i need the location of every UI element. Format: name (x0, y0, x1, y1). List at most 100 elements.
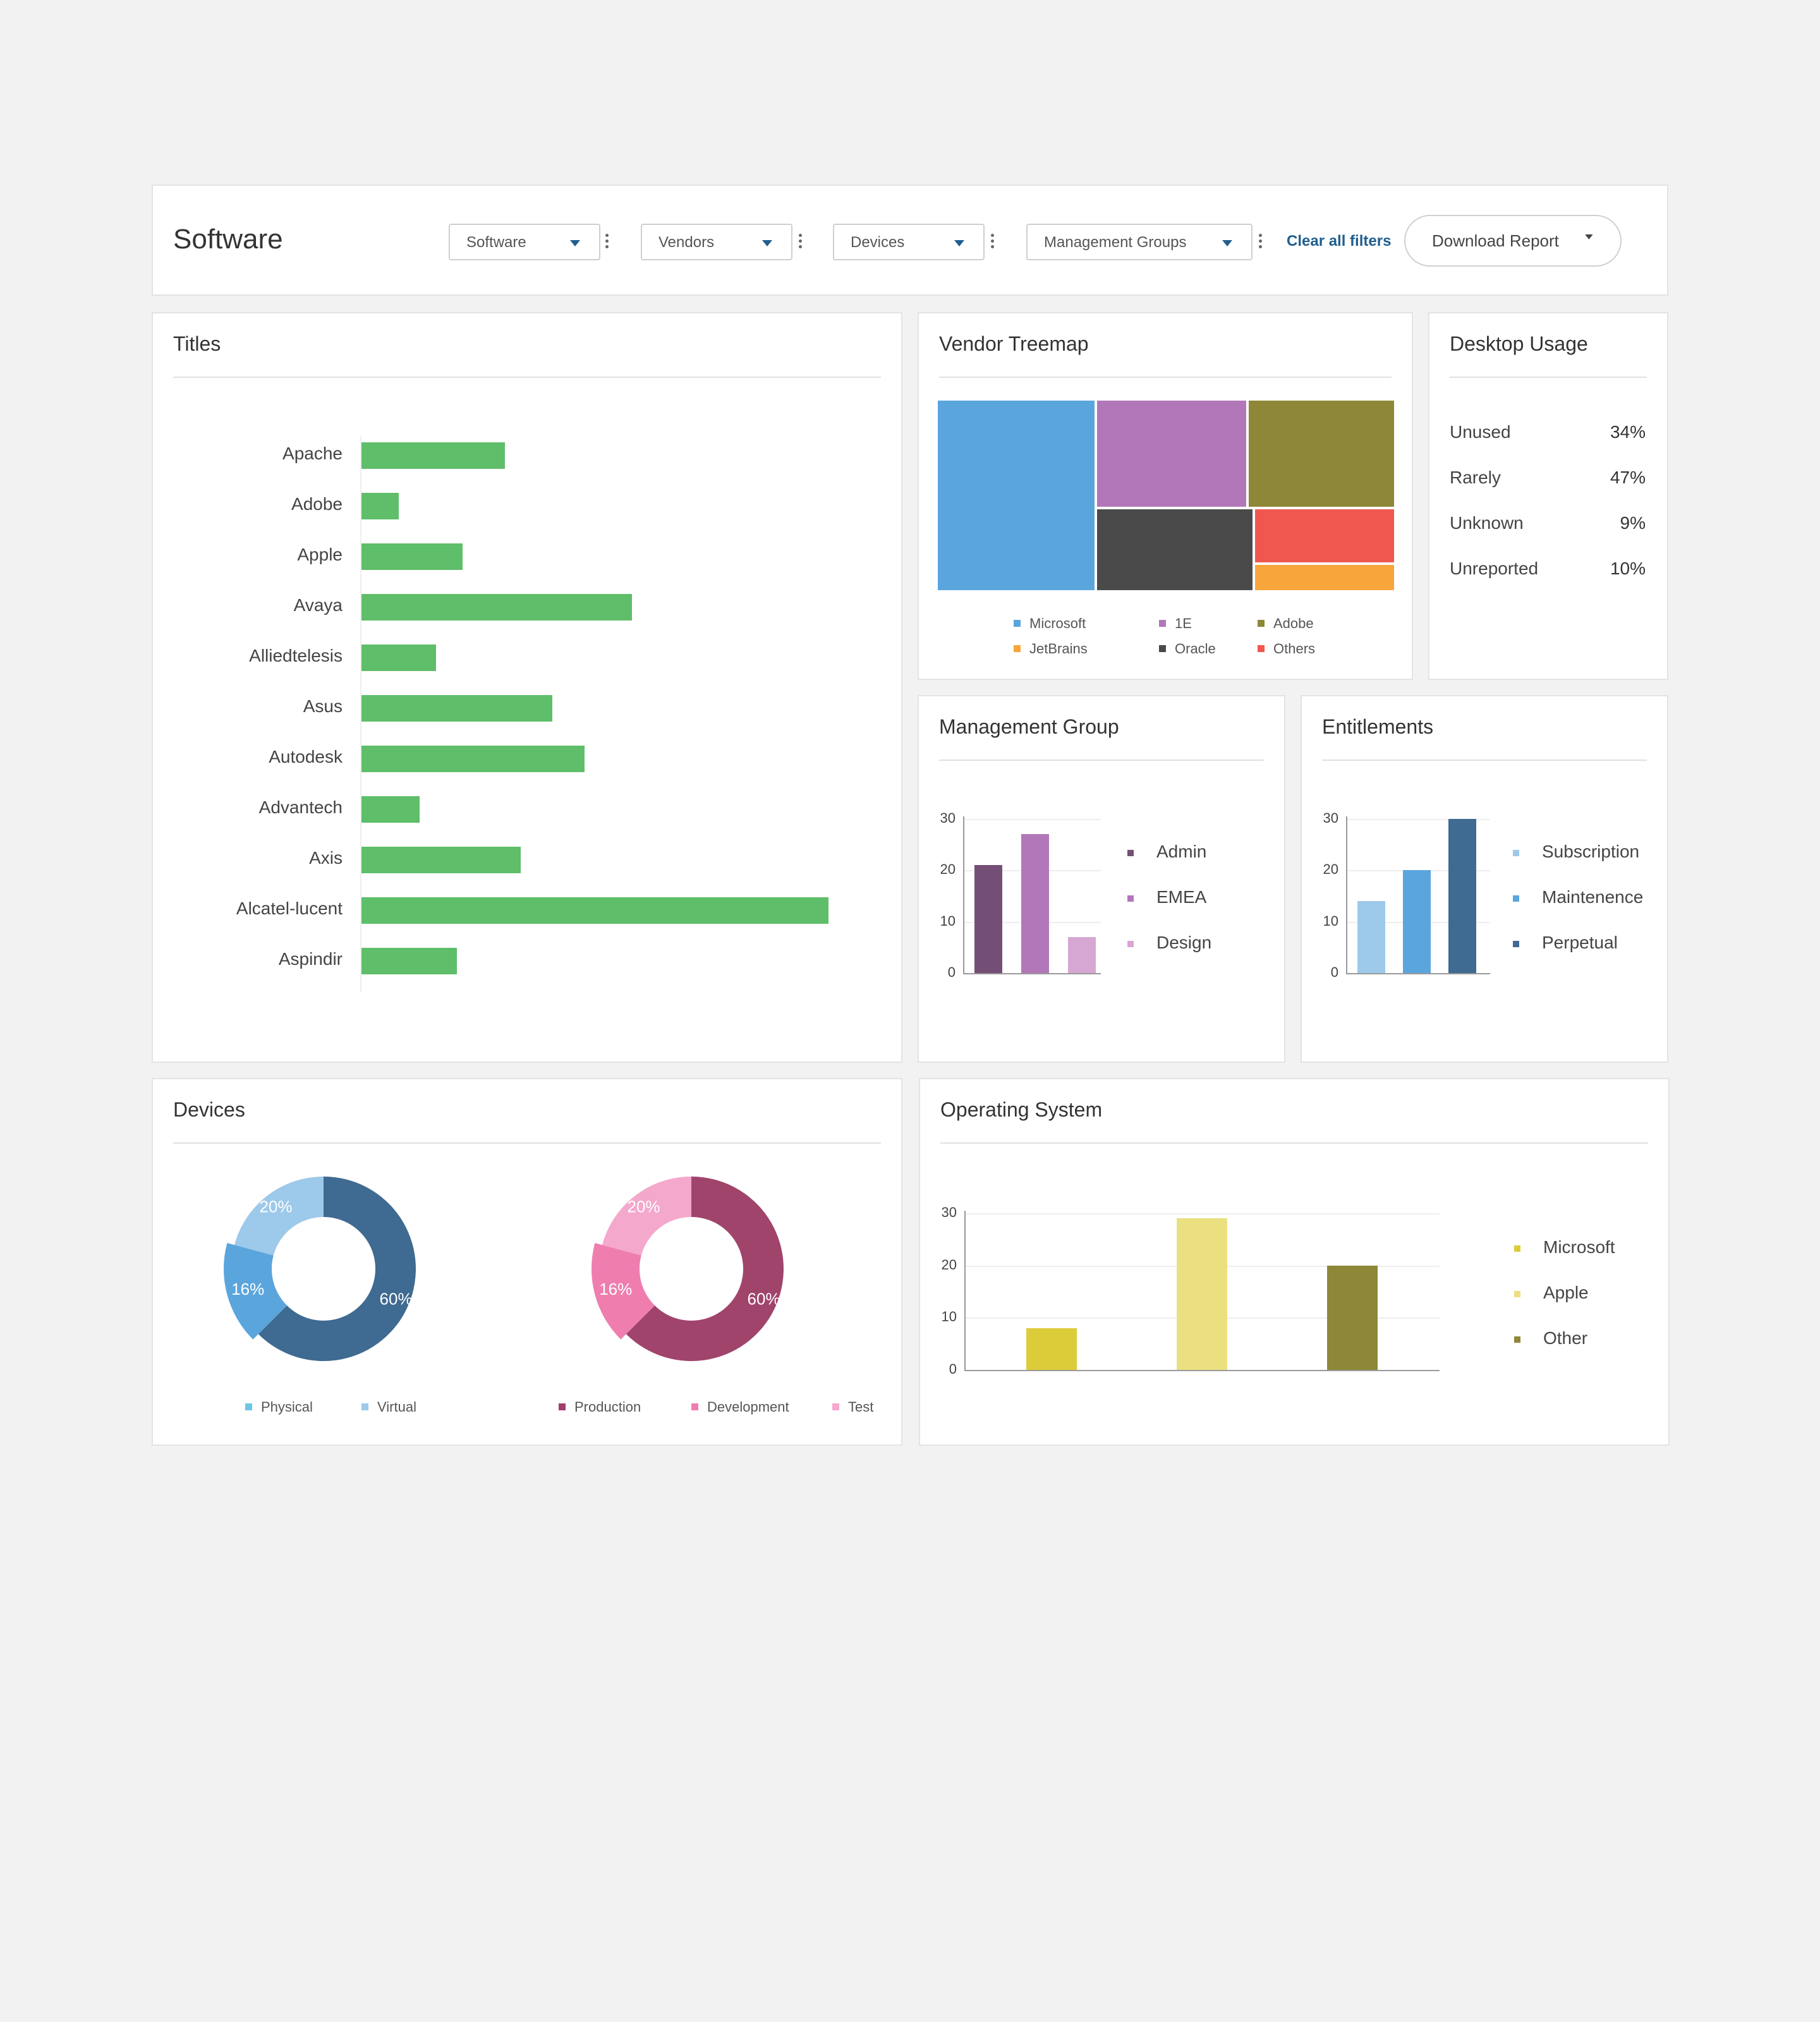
slice-label: 20% (627, 1197, 660, 1216)
bar[interactable] (1068, 937, 1096, 973)
y-tick-label: 30 (940, 810, 956, 826)
legend-adobe: Adobe (1258, 615, 1314, 632)
treemap-cell-adobe[interactable] (1249, 401, 1394, 507)
bar[interactable] (1327, 1265, 1378, 1370)
donut-slice[interactable] (258, 1177, 416, 1361)
bar[interactable] (361, 695, 553, 722)
filter-devices-dropdown[interactable]: Devices (833, 224, 985, 260)
y-tick-label: 10 (941, 1309, 957, 1325)
donut-slice[interactable] (224, 1243, 288, 1340)
bar[interactable] (1448, 819, 1476, 973)
bar[interactable] (1026, 1328, 1077, 1370)
legend-label: Other (1543, 1328, 1588, 1348)
more-options-icon[interactable] (799, 234, 803, 251)
y-axis (963, 816, 964, 973)
divider (1322, 760, 1647, 761)
legend-swatch (1127, 941, 1134, 947)
filter-vendors-dropdown[interactable]: Vendors (641, 224, 792, 260)
bar[interactable] (1403, 870, 1431, 973)
legend-label: Oracle (1175, 641, 1216, 657)
x-axis (963, 973, 1101, 974)
legend-swatch (559, 1403, 566, 1410)
legend-label: Microsoft (1029, 615, 1086, 631)
divider (173, 1142, 881, 1144)
more-options-icon[interactable] (605, 234, 609, 251)
legend-jetbrains: JetBrains (1014, 641, 1088, 657)
treemap-cell-jetbrains[interactable] (1255, 565, 1394, 590)
usage-label: Unused (1450, 422, 1511, 442)
legend-label: Test (848, 1399, 874, 1415)
y-tick-label: 0 (947, 964, 956, 980)
legend-label: 1E (1175, 615, 1192, 631)
usage-label: Unknown (1450, 513, 1524, 533)
bar-label: Axis (309, 848, 343, 868)
desktop-usage-card: Desktop Usage Unused 34% Rarely 47% Unkn… (1428, 312, 1668, 680)
y-axis (1346, 816, 1347, 973)
donut-slice[interactable] (626, 1177, 784, 1361)
bar[interactable] (361, 442, 505, 469)
legend-label: Development (707, 1399, 789, 1415)
donut-slice[interactable] (234, 1177, 324, 1256)
treemap-cell-others[interactable] (1255, 509, 1394, 562)
donut-slice[interactable] (602, 1177, 691, 1256)
treemap-cell-microsoft[interactable] (938, 401, 1095, 590)
legend-label: Subscription (1542, 842, 1640, 861)
legend-label: Design (1156, 933, 1212, 952)
bar[interactable] (361, 796, 420, 823)
usage-value: 47% (1610, 468, 1646, 487)
legend-oracle: Oracle (1159, 641, 1216, 657)
gridline (1346, 819, 1490, 820)
more-options-icon[interactable] (991, 234, 995, 251)
treemap-cell-oracle[interactable] (1097, 509, 1253, 590)
filter-label: Devices (851, 234, 905, 251)
y-tick-label: 0 (1330, 964, 1338, 980)
more-options-icon[interactable] (1259, 234, 1263, 251)
legend-swatch (1014, 619, 1021, 627)
legend-label: Virtual (377, 1399, 416, 1415)
bar[interactable] (361, 746, 585, 772)
bar[interactable] (361, 847, 521, 873)
clear-all-filters-link[interactable]: Clear all filters (1287, 233, 1392, 250)
legend-microsoft: Microsoft (1014, 615, 1086, 632)
legend-swatch (1127, 850, 1134, 856)
filter-label: Vendors (658, 234, 715, 251)
slice-label: 60% (748, 1289, 780, 1308)
bar[interactable] (1021, 834, 1049, 973)
legend-label: Maintenence (1542, 887, 1644, 907)
caret-down-icon (954, 240, 964, 246)
caret-down-icon (570, 240, 580, 246)
legend-swatch (1513, 941, 1519, 947)
legend-item: Virtual (361, 1399, 416, 1415)
download-report-button[interactable]: Download Report 🢓 (1404, 215, 1622, 267)
divider (939, 377, 1392, 378)
bar[interactable] (1357, 901, 1385, 973)
legend-swatch (832, 1403, 839, 1410)
legend-swatch (1514, 1336, 1520, 1343)
bar[interactable] (361, 645, 436, 671)
divider (1450, 377, 1647, 378)
legend-swatch (1514, 1245, 1520, 1252)
bar[interactable] (361, 948, 458, 974)
bar[interactable] (361, 543, 463, 570)
bar[interactable] (974, 865, 1002, 973)
legend-item: Physical (245, 1399, 313, 1415)
treemap-cell-1e[interactable] (1097, 401, 1246, 507)
devices-donut-chart-1: 60% 16% 20% (224, 1177, 416, 1361)
donut-slice[interactable] (592, 1243, 655, 1340)
y-tick-label: 0 (949, 1361, 957, 1377)
legend-label: Production (574, 1399, 641, 1415)
y-tick-label: 20 (941, 1256, 957, 1273)
legend-label: JetBrains (1029, 641, 1088, 657)
legend-swatch (1014, 645, 1021, 652)
bar[interactable] (1177, 1218, 1227, 1370)
bar[interactable] (361, 594, 633, 621)
bar-label: Alcatel-lucent (236, 899, 343, 918)
legend-label: Apple (1543, 1283, 1589, 1302)
filter-software-dropdown[interactable]: Software (449, 224, 600, 260)
titles-card: Titles Apache Adobe Apple Avaya Alliedtelesi… (152, 312, 902, 1063)
filter-management-groups-dropdown[interactable]: Management Groups (1026, 224, 1253, 260)
bar[interactable] (361, 493, 399, 519)
card-title: Operating System (940, 1098, 1103, 1121)
bar[interactable] (361, 897, 829, 924)
vendor-treemap-card: Vendor Treemap Microsoft 1E Adobe JetBra… (918, 312, 1413, 680)
